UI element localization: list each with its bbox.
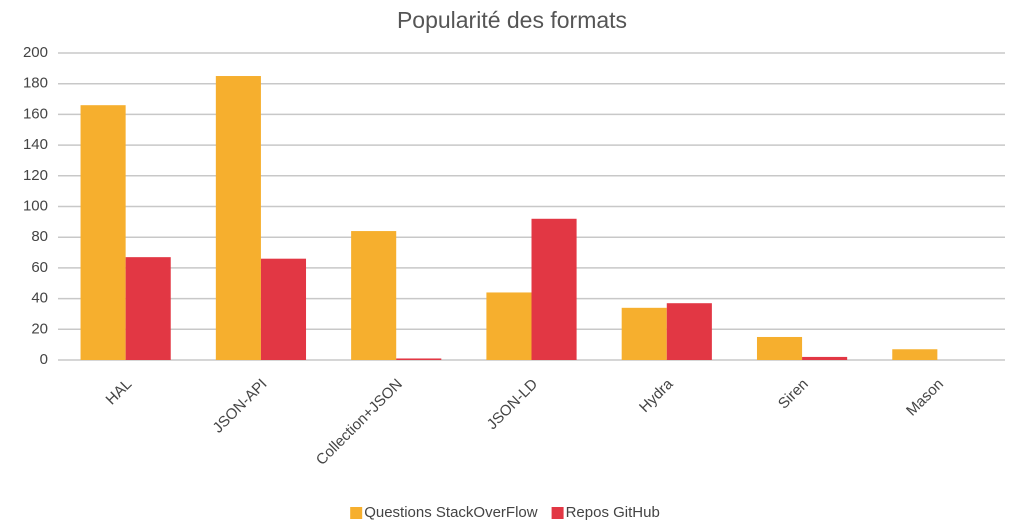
legend-label: Questions StackOverFlow [364,504,538,521]
y-tick-label: 60 [31,259,48,276]
y-tick-label: 120 [23,167,48,184]
bar [486,292,532,360]
bar [621,307,667,360]
bar [396,358,442,360]
chart-title: Popularité des formats [397,7,627,33]
bar [215,76,261,361]
x-tick-label: JSON-LD [484,376,542,434]
y-tick-label: 40 [31,290,48,307]
y-tick-label: 20 [31,320,48,337]
y-tick-label: 140 [23,136,48,153]
bar [531,218,577,360]
y-tick-label: 80 [31,228,48,245]
bar [80,105,126,360]
bar [260,258,307,360]
legend-swatch [551,507,564,519]
bar [351,231,397,360]
y-tick-label: 100 [23,197,48,214]
bar [802,356,848,360]
legend-label: Repos GitHub [566,504,660,521]
y-tick-label: 200 [23,44,48,61]
bar [756,336,803,360]
x-tick-label: Mason [903,376,947,420]
x-tick-label: Siren [775,376,812,413]
legend-swatch [350,507,363,519]
x-tick-label: JSON-API [210,376,271,437]
y-tick-label: 0 [40,351,48,368]
y-tick-label: 160 [23,105,48,122]
x-tick-label: HAL [103,376,136,409]
y-tick-label: 180 [23,75,48,92]
x-tick-label: Collection+JSON [313,376,406,469]
bar [125,257,171,360]
bar [892,349,938,360]
x-tick-label: Hydra [636,375,677,416]
bar [666,303,712,360]
